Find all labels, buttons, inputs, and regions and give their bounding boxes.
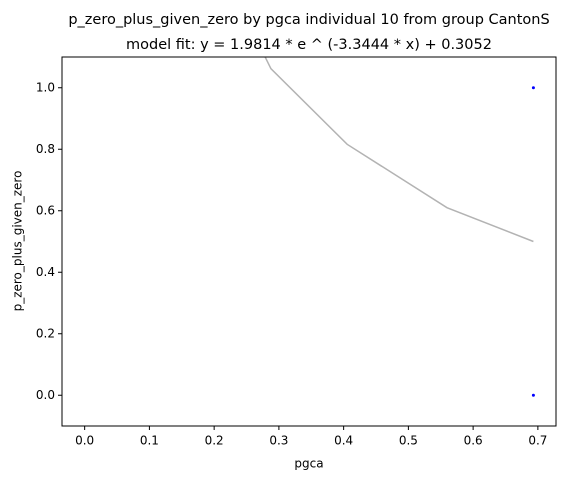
chart-subtitle: model fit: y = 1.9814 * e ^ (-3.3444 * x… xyxy=(126,37,492,53)
plot-area xyxy=(264,57,535,397)
scatter-point xyxy=(531,393,535,397)
y-tick-label: 1.0 xyxy=(36,80,55,94)
fit-line xyxy=(264,57,534,243)
y-tick-label: 0.4 xyxy=(36,265,55,279)
y-tick-label: 0.8 xyxy=(36,142,55,156)
scatter-point xyxy=(531,86,535,90)
axes-frame xyxy=(61,56,557,427)
x-tick-label: 0.7 xyxy=(528,434,547,448)
y-tick-label: 0.0 xyxy=(36,388,55,402)
y-axis-label: p_zero_plus_given_zero xyxy=(11,171,25,312)
chart-title: p_zero_plus_given_zero by pgca individua… xyxy=(68,12,549,28)
x-tick-label: 0.0 xyxy=(75,434,94,448)
y-tick-label: 0.6 xyxy=(36,203,55,217)
x-tick-label: 0.4 xyxy=(334,434,353,448)
y-tick-label: 0.2 xyxy=(36,326,55,340)
x-axis-label: pgca xyxy=(294,457,323,471)
x-tick-label: 0.2 xyxy=(205,434,224,448)
x-tick-label: 0.3 xyxy=(269,434,288,448)
x-tick-label: 0.1 xyxy=(140,434,159,448)
x-tick-label: 0.5 xyxy=(399,434,418,448)
x-tick-label: 0.6 xyxy=(464,434,483,448)
